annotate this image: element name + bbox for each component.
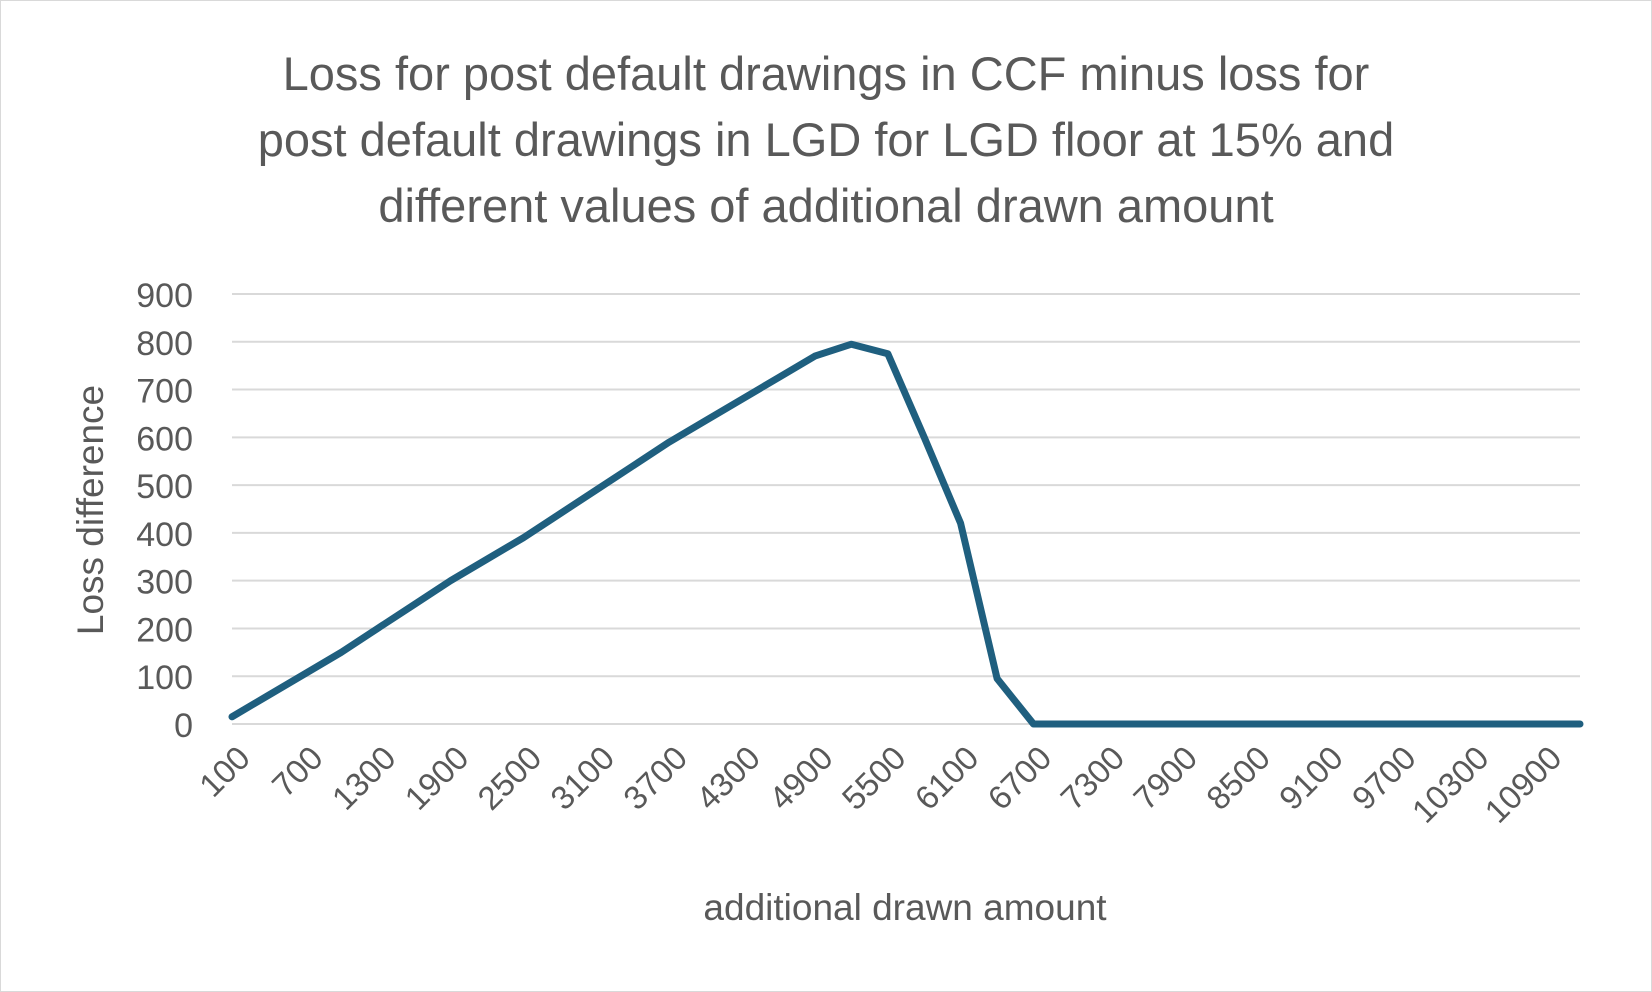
x-tick-label: 10900 <box>1477 739 1568 830</box>
y-tick-label: 400 <box>136 516 193 554</box>
series-layer <box>228 340 1584 728</box>
y-axis-label: Loss difference <box>70 385 111 635</box>
series-line <box>228 340 1584 728</box>
x-tick-label: 6100 <box>908 739 986 817</box>
x-tick-label: 6700 <box>980 739 1058 817</box>
x-tick-label: 3700 <box>616 739 694 817</box>
x-tick-label: 5500 <box>835 739 913 817</box>
y-tick-label: 900 <box>136 277 193 315</box>
y-axis-ticks: 0 100 200 300 400 500 600 700 800 900 <box>136 277 193 745</box>
chart-title-line-2: post default drawings in LGD for LGD flo… <box>257 113 1395 166</box>
x-tick-label: 4300 <box>689 739 767 817</box>
x-tick-label: 9100 <box>1272 739 1350 817</box>
x-tick-label: 1300 <box>325 739 403 817</box>
x-tick-label: 700 <box>265 739 330 804</box>
x-tick-label: 2500 <box>470 739 548 817</box>
y-tick-label: 0 <box>174 707 193 745</box>
y-tick-label: 500 <box>136 468 193 506</box>
x-tick-label: 7900 <box>1126 739 1204 817</box>
x-axis-label: additional drawn amount <box>703 887 1107 928</box>
y-tick-label: 300 <box>136 564 193 602</box>
y-tick-label: 600 <box>136 420 193 458</box>
x-tick-label: 4900 <box>762 739 840 817</box>
x-tick-label: 3100 <box>543 739 621 817</box>
x-tick-label: 8500 <box>1199 739 1277 817</box>
gridlines <box>232 293 1580 725</box>
x-tick-label: 1900 <box>397 739 475 817</box>
chart-title-line-3: different values of additional drawn amo… <box>378 179 1274 232</box>
x-axis-ticks: 100 7001300190025003100370043004900550061… <box>192 739 1569 830</box>
y-tick-label: 200 <box>136 611 193 649</box>
chart-title: Loss for post default drawings in CCF mi… <box>131 41 1521 239</box>
y-tick-label: 800 <box>136 325 193 363</box>
x-tick-label: 100 <box>192 739 257 804</box>
chart-title-line-1: Loss for post default drawings in CCF mi… <box>282 47 1370 100</box>
x-tick-label: 10300 <box>1405 739 1496 830</box>
x-tick-label: 7300 <box>1053 739 1131 817</box>
y-tick-label: 700 <box>136 373 193 411</box>
y-tick-label: 100 <box>136 659 193 697</box>
